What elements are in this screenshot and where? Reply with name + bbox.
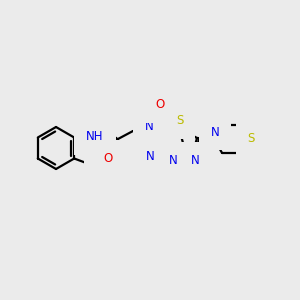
Text: N: N — [146, 151, 154, 164]
Text: N: N — [190, 154, 200, 166]
Text: N: N — [169, 154, 177, 166]
Text: S: S — [247, 133, 255, 146]
Text: O: O — [155, 98, 165, 112]
Text: N: N — [211, 125, 219, 139]
Text: Cl: Cl — [96, 163, 108, 176]
Text: O: O — [103, 152, 112, 164]
Text: S: S — [176, 115, 184, 128]
Text: N: N — [145, 119, 153, 133]
Text: NH: NH — [86, 130, 104, 143]
